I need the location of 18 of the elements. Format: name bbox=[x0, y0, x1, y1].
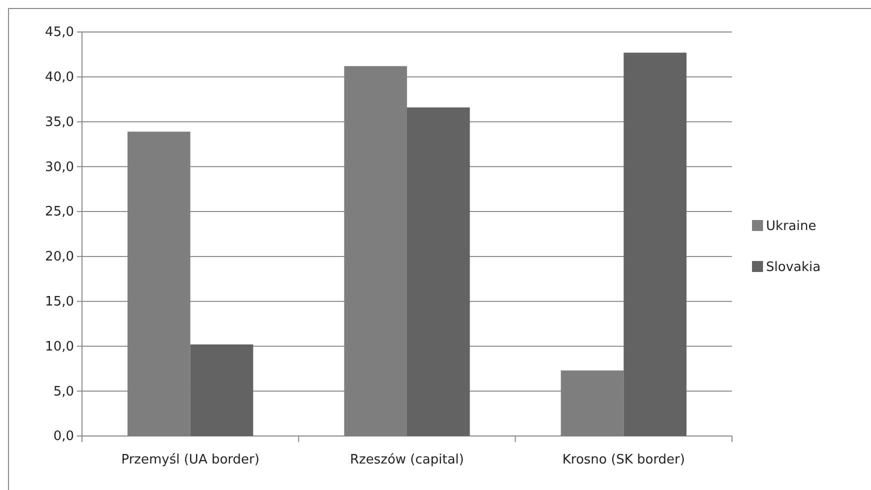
legend-label: Ukraine bbox=[766, 219, 816, 234]
y-tick-label: 0,0 bbox=[53, 429, 74, 444]
y-tick-label: 25,0 bbox=[45, 204, 74, 220]
y-tick-label: 35,0 bbox=[45, 114, 74, 130]
y-tick-label: 20,0 bbox=[45, 250, 74, 265]
y-tick-label: 45,0 bbox=[45, 25, 74, 40]
x-tick-label: Przemyśl (UA border) bbox=[121, 452, 260, 468]
bar bbox=[190, 344, 254, 436]
y-tick-label: 15,0 bbox=[45, 294, 74, 310]
y-tick-label: 10,0 bbox=[45, 339, 74, 354]
y-tick-label: 30,0 bbox=[45, 160, 74, 175]
legend-label: Slovakia bbox=[766, 260, 821, 275]
x-tick-label: Krosno (SK border) bbox=[562, 452, 685, 468]
bar bbox=[624, 52, 686, 436]
x-tick-label: Rzeszów (capital) bbox=[350, 452, 464, 468]
y-tick-label: 5,0 bbox=[53, 384, 74, 400]
bar bbox=[407, 107, 470, 436]
y-tick-label: 40,0 bbox=[45, 70, 74, 86]
